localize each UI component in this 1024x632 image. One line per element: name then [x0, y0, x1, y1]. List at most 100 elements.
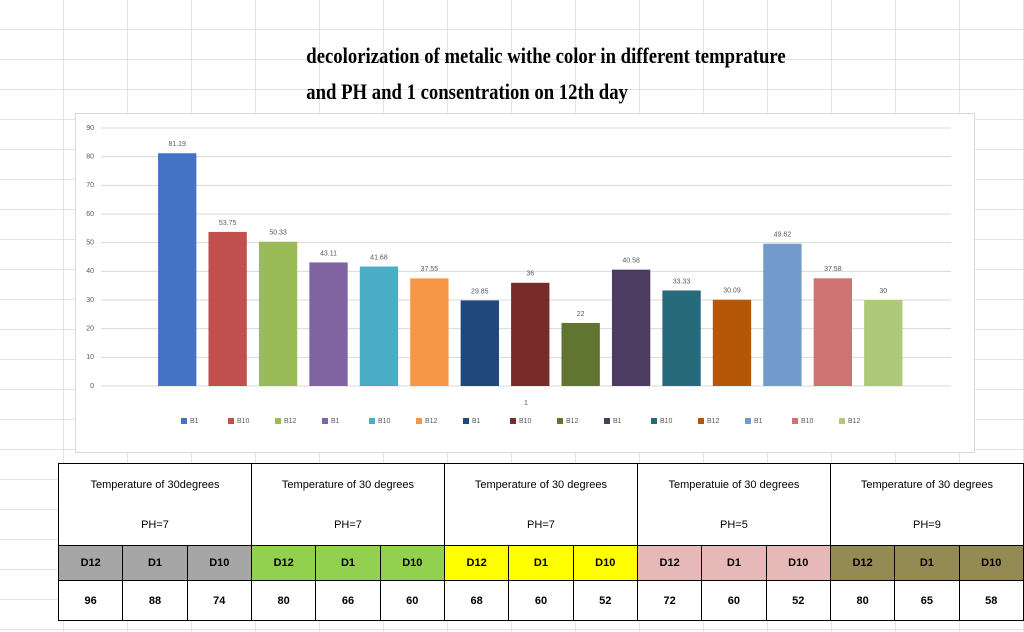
data-label: 30.09	[723, 288, 741, 295]
cell: 96	[57, 580, 124, 621]
bar	[410, 278, 449, 386]
data-table: Temperature of 30degrees Temperature of 3…	[57, 463, 1024, 621]
y-tick-label: 30	[86, 297, 94, 304]
x-tick-label: 1	[524, 400, 528, 407]
y-tick-label: 60	[86, 211, 94, 218]
bar	[763, 243, 802, 386]
legend-swatch	[745, 418, 751, 424]
bar	[864, 300, 903, 386]
cell: 88	[122, 580, 188, 621]
bar	[511, 282, 550, 386]
bar	[813, 278, 853, 386]
legend-swatch	[651, 418, 657, 424]
legend-swatch	[181, 418, 187, 424]
legend-label: B10	[519, 418, 532, 425]
bar	[158, 153, 197, 386]
group-header: Temperature of 30degrees	[58, 463, 252, 505]
group-header: Temperatuie of 30 degrees	[636, 463, 831, 505]
column-header: D1	[894, 545, 960, 581]
column-header: D1	[701, 545, 767, 581]
cell: 66	[315, 580, 381, 621]
data-label: 50.33	[269, 230, 287, 237]
data-label: 33.33	[673, 278, 691, 285]
data-label: 41.68	[370, 254, 388, 261]
legend-label: B1	[472, 418, 481, 425]
chart: 0 10 20 30 40 50 60 70 80 90 1 81.19 53.75 50.33 43.11…	[75, 113, 975, 453]
title-line: and PH and 1 consentration on 12th day	[306, 79, 628, 104]
cell: 72	[636, 580, 703, 621]
cell: 74	[186, 580, 252, 621]
data-label: 37.58	[824, 266, 842, 273]
bar	[712, 299, 752, 386]
ph-label: PH=7	[443, 505, 638, 546]
legend-swatch	[839, 418, 845, 424]
column-header: D10	[186, 545, 252, 581]
column-header: D12	[829, 545, 896, 581]
data-label: 49.62	[774, 232, 792, 239]
legend-label: B12	[566, 418, 579, 425]
cell: 58	[958, 580, 1024, 621]
cell: 80	[250, 580, 317, 621]
legend-label: B10	[237, 418, 250, 425]
column-header: D10	[379, 545, 445, 581]
data-label: 29.85	[471, 288, 489, 295]
legend-swatch	[463, 418, 469, 424]
bar	[258, 241, 298, 386]
legend-label: B12	[848, 418, 861, 425]
legend-swatch	[416, 418, 422, 424]
title-line: decolorization of metalic withe color in…	[306, 43, 786, 68]
legend-swatch	[228, 418, 234, 424]
column-header: D12	[250, 545, 317, 581]
bar	[561, 322, 600, 386]
ph-label: PH=5	[636, 505, 831, 546]
legend-label: B12	[284, 418, 297, 425]
data-label: 40.58	[622, 258, 640, 265]
legend-swatch	[792, 418, 798, 424]
data-label: 30	[879, 288, 887, 295]
column-header: D12	[57, 545, 124, 581]
column-header: D10	[958, 545, 1024, 581]
cell: 52	[572, 580, 638, 621]
y-tick-label: 50	[86, 240, 94, 247]
bar	[359, 266, 399, 386]
cell: 60	[701, 580, 767, 621]
column-header: D1	[508, 545, 574, 581]
column-header: D12	[636, 545, 703, 581]
cell: 60	[379, 580, 445, 621]
ph-label: PH=7	[250, 505, 445, 546]
y-tick-label: 90	[86, 125, 94, 132]
ph-label: PH=7	[58, 505, 252, 546]
group-header: Temperature of 30 degrees	[443, 463, 638, 505]
data-label: 81.19	[168, 141, 186, 148]
y-tick-label: 70	[86, 182, 94, 189]
bar	[309, 262, 348, 386]
table-row: 96 88 74 80 66 60 68 60 52 72 60 52 80 65 58	[57, 580, 1024, 621]
legend-label: B1	[754, 418, 763, 425]
legend-label: B10	[801, 418, 814, 425]
legend-label: B10	[660, 418, 673, 425]
group-header: Temperature of 30 degrees	[829, 463, 1024, 505]
legend-swatch	[369, 418, 375, 424]
table-row: D12 D1 D10 D12 D1 D10 D12 D1 D10 D12 D1 D10 D12 D1 D10	[57, 545, 1024, 581]
chart-title: decolorization of metalic withe color in…	[77, 38, 947, 110]
legend-label: B1	[190, 418, 199, 425]
column-header: D1	[315, 545, 381, 581]
column-header: D1	[122, 545, 188, 581]
legend-label: B1	[331, 418, 340, 425]
cell: 80	[829, 580, 896, 621]
bar	[208, 231, 247, 386]
cell: 68	[443, 580, 510, 621]
cell: 65	[894, 580, 960, 621]
legend-swatch	[698, 418, 704, 424]
data-label: 53.75	[219, 220, 237, 227]
y-tick-label: 80	[86, 154, 94, 161]
cell: 52	[765, 580, 831, 621]
y-tick-label: 10	[86, 354, 94, 361]
table-row: Temperature of 30degrees Temperature of 3…	[58, 463, 1024, 505]
data-label: 43.11	[320, 250, 337, 257]
legend-swatch	[604, 418, 610, 424]
data-label: 22	[577, 311, 585, 318]
column-header: D12	[443, 545, 510, 581]
column-header: D10	[572, 545, 638, 581]
